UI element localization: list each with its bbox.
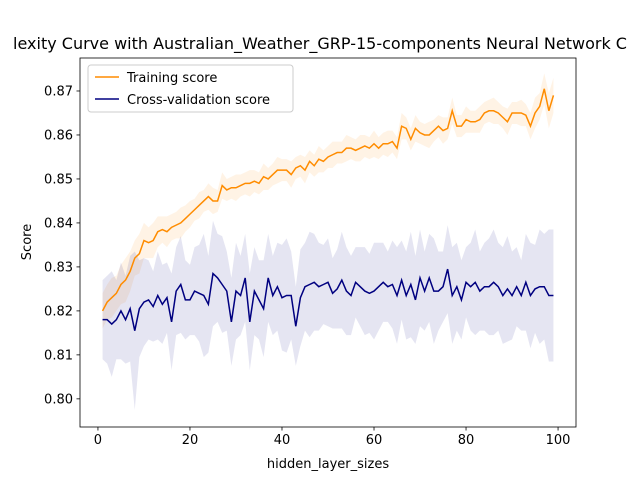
y-tick-label: 0.86	[44, 128, 73, 143]
y-tick-label: 0.80	[44, 392, 73, 407]
legend-label: Cross-validation score	[127, 93, 270, 108]
x-tick-label: 40	[274, 433, 291, 448]
y-tick-label: 0.84	[44, 216, 73, 231]
plot-frame	[79, 57, 577, 428]
x-tick-label: 0	[94, 433, 102, 448]
x-tick-label: 100	[546, 433, 571, 448]
x-axis-label: hidden_layer_sizes	[267, 457, 389, 472]
y-tick-label: 0.87	[44, 84, 73, 99]
y-tick-label: 0.85	[44, 172, 73, 187]
legend-label: Training score	[126, 71, 217, 86]
series-line	[102, 268, 554, 331]
x-tick-label: 80	[458, 433, 475, 448]
series-line	[101, 88, 555, 312]
std-band	[102, 73, 554, 329]
y-tick-label: 0.81	[44, 348, 73, 363]
legend-box	[87, 64, 294, 113]
x-tick-label: 20	[182, 433, 199, 448]
std-band	[102, 220, 554, 410]
y-axis-label: Score	[20, 224, 35, 260]
chart-title: lexity Curve with Australian_Weather_GRP…	[13, 34, 627, 54]
x-tick-label: 60	[366, 433, 383, 448]
y-tick-label: 0.83	[44, 260, 73, 275]
y-tick-label: 0.82	[44, 304, 73, 319]
